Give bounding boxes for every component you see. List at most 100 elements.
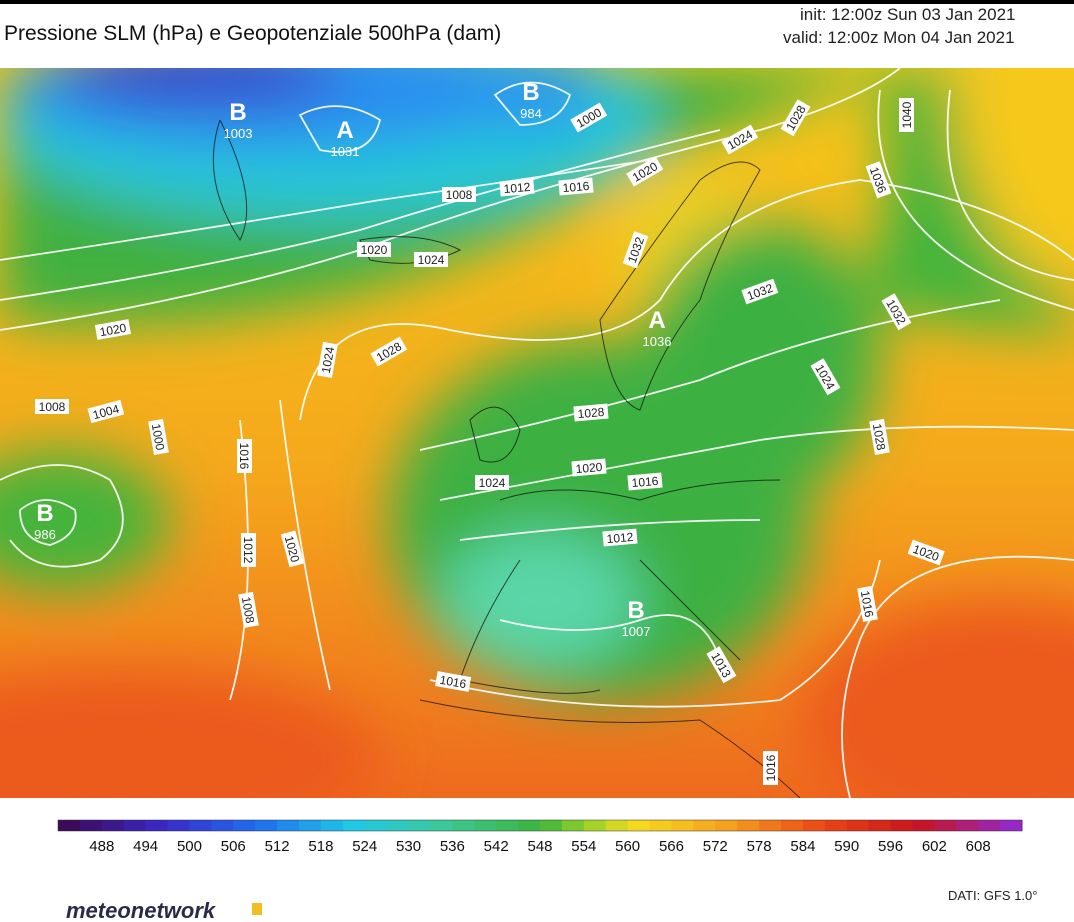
colorbar-swatch — [277, 820, 300, 831]
isobar-label-bg — [475, 475, 509, 490]
center-value: 1003 — [224, 126, 253, 141]
center-symbol: B — [36, 500, 53, 527]
colorbar-swatch — [824, 820, 848, 831]
colorbar-swatch — [189, 820, 212, 831]
isobar-label: 1040 — [899, 98, 914, 132]
isobar-label-text: 1040 — [900, 101, 914, 128]
isobar-label-bg — [571, 458, 607, 477]
colorbar-swatch — [737, 820, 760, 831]
colorbar-swatch — [802, 820, 826, 831]
isobar-label-text: 1028 — [577, 405, 605, 421]
colorbar-swatch — [649, 820, 672, 831]
isobar-label-bg — [741, 278, 779, 305]
colorbar-swatch — [627, 820, 651, 831]
colorbar-swatch — [79, 820, 103, 831]
colorbar-swatch — [408, 820, 431, 831]
logo: meteonetwork — [66, 898, 217, 922]
isobar-label-text: 1004 — [91, 402, 121, 423]
isobar-label: 1016 — [763, 751, 778, 785]
isobar-label-text: 1020 — [575, 460, 603, 476]
colorbar-tick-label: 530 — [396, 838, 421, 855]
isobar-label-bg — [602, 528, 638, 547]
center-symbol: A — [336, 117, 353, 144]
isobar-label-bg — [865, 161, 892, 199]
colorbar-tick-label: 518 — [308, 838, 333, 855]
isobar-label-bg — [35, 399, 69, 414]
colorbar-swatch — [452, 820, 475, 831]
isobar-label-text: 1012 — [503, 180, 531, 196]
center-value: 1031 — [331, 144, 360, 159]
colorbar-swatch — [496, 820, 519, 831]
isobar-label-bg — [238, 591, 259, 628]
isobar-label-text: 1020 — [282, 534, 303, 564]
colorbar-swatch — [671, 820, 694, 831]
colorbar-swatch — [912, 820, 935, 831]
colorbar-swatch — [211, 820, 234, 831]
colorbar-swatch — [781, 820, 804, 831]
isobar-label: 1012 — [602, 528, 638, 547]
colorbar-swatch — [233, 820, 256, 831]
colorbar-swatch — [868, 820, 892, 831]
colorbar-tick-label: 584 — [790, 838, 815, 855]
colorbar-swatch — [759, 820, 782, 831]
colorbar-tick-label: 590 — [834, 838, 859, 855]
colorbar-swatch — [978, 820, 1001, 831]
colorbar-swatch — [1000, 820, 1023, 831]
colorbar-tick-label: 554 — [571, 838, 596, 855]
colorbar-swatch — [890, 820, 913, 831]
valid-time: valid: 12:00z Mon 04 Jan 2021 — [783, 28, 1015, 47]
isobar-label: 1016 — [237, 439, 252, 473]
isobar-label: 1008 — [442, 187, 476, 202]
isobar-label-text: 1024 — [479, 476, 506, 490]
isobar-label-text: 1016 — [439, 673, 468, 691]
isobar-label-text: 1012 — [241, 537, 255, 564]
isobar-label-text: 1020 — [99, 321, 128, 339]
isobar-label-bg — [907, 539, 945, 566]
isobar-label: 1020 — [280, 530, 305, 568]
isobar-label-bg — [622, 231, 649, 269]
isobar-label-text: 1024 — [418, 253, 445, 267]
isobar-label-text: 1016 — [858, 590, 876, 619]
colorbar-tick-label: 506 — [221, 838, 246, 855]
isobar-label-bg — [499, 178, 535, 197]
colorbar-swatch — [58, 820, 81, 831]
init-time: init: 12:00z Sun 03 Jan 2021 — [800, 5, 1016, 24]
isobar-label-text: 1008 — [39, 400, 66, 414]
isobar-label: 1016 — [857, 585, 878, 622]
isobar-label-bg — [763, 751, 778, 785]
isobar-label-text: 1012 — [606, 530, 634, 546]
isobar-label-text: 1016 — [562, 179, 590, 195]
colorbar-tick-label: 494 — [133, 838, 158, 855]
isobar-label-bg — [810, 358, 841, 396]
isobar-label: 1008 — [238, 591, 259, 628]
isobar-label-bg — [370, 336, 408, 367]
isobar-label: 1016 — [627, 472, 663, 491]
isobar-label-bg — [148, 418, 169, 455]
colorbar-swatch — [364, 820, 388, 831]
colorbar-swatch — [299, 820, 322, 831]
isobar-label-bg — [721, 124, 759, 155]
colorbar-tick-label: 572 — [703, 838, 728, 855]
top-border — [0, 0, 1074, 4]
isobar-label-bg — [237, 439, 252, 473]
colorbar-tick-label: 488 — [89, 838, 114, 855]
colorbar-swatch — [430, 820, 453, 831]
colorbar-swatch — [145, 820, 169, 831]
colorbar-tick-label: 560 — [615, 838, 640, 855]
isobar-label: 1024 — [475, 475, 509, 490]
isobar-label: 1016 — [558, 177, 594, 196]
colorbar-swatch — [605, 820, 629, 831]
isobar-label-bg — [570, 102, 608, 133]
isobar-label: 1016 — [435, 671, 472, 692]
isobar-label: 1008 — [35, 399, 69, 414]
colorbar-swatch — [715, 820, 738, 831]
colorbar-swatch — [693, 820, 716, 831]
isobar-label-bg — [706, 646, 737, 684]
colorbar-tick-label: 602 — [922, 838, 947, 855]
center-symbol: B — [522, 79, 539, 106]
isobar-label-bg — [626, 156, 664, 187]
isobar-label-bg — [899, 98, 914, 132]
logo-mark — [252, 903, 262, 915]
isobar-label: 1020 — [357, 242, 391, 257]
